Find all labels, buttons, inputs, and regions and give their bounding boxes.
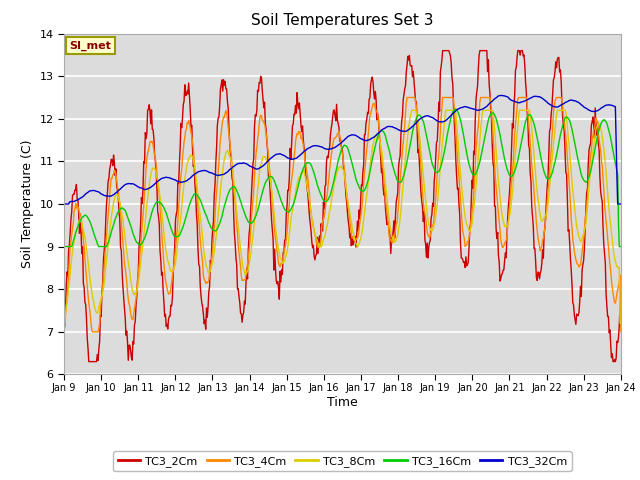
Line: TC3_2Cm: TC3_2Cm bbox=[64, 50, 621, 361]
TC3_8Cm bbox=[214, 222, 221, 228]
TC3_2Cm bbox=[128, 357, 136, 363]
TC3_16Cm bbox=[214, 226, 221, 232]
Line: TC3_8Cm: TC3_8Cm bbox=[64, 110, 621, 324]
TC3_2Cm bbox=[60, 328, 68, 334]
TC3_32Cm bbox=[214, 172, 221, 178]
TC3_2Cm bbox=[185, 80, 193, 86]
TC3_4Cm bbox=[214, 180, 221, 185]
TC3_4Cm bbox=[403, 95, 411, 100]
TC3_2Cm bbox=[70, 192, 78, 197]
Line: TC3_4Cm: TC3_4Cm bbox=[64, 97, 621, 332]
TC3_8Cm bbox=[127, 280, 135, 286]
TC3_2Cm bbox=[428, 215, 435, 221]
TC3_16Cm bbox=[451, 106, 459, 112]
TC3_2Cm bbox=[85, 359, 93, 364]
Legend: TC3_2Cm, TC3_4Cm, TC3_8Cm, TC3_16Cm, TC3_32Cm: TC3_2Cm, TC3_4Cm, TC3_8Cm, TC3_16Cm, TC3… bbox=[113, 451, 572, 471]
TC3_2Cm bbox=[411, 89, 419, 95]
TC3_4Cm bbox=[184, 120, 192, 126]
TC3_16Cm bbox=[60, 244, 68, 250]
TC3_16Cm bbox=[184, 207, 192, 213]
TC3_8Cm bbox=[617, 321, 625, 326]
TC3_8Cm bbox=[411, 108, 419, 113]
TC3_2Cm bbox=[617, 300, 625, 306]
TC3_16Cm bbox=[426, 152, 434, 158]
Y-axis label: Soil Temperature (C): Soil Temperature (C) bbox=[21, 140, 34, 268]
TC3_32Cm bbox=[498, 93, 506, 98]
TC3_4Cm bbox=[617, 329, 625, 335]
TC3_32Cm bbox=[60, 201, 68, 207]
TC3_2Cm bbox=[214, 115, 222, 121]
Title: Soil Temperatures Set 3: Soil Temperatures Set 3 bbox=[251, 13, 434, 28]
Line: TC3_16Cm: TC3_16Cm bbox=[64, 109, 621, 247]
TC3_32Cm bbox=[426, 114, 434, 120]
X-axis label: Time: Time bbox=[327, 396, 358, 408]
Text: SI_met: SI_met bbox=[70, 40, 111, 51]
TC3_8Cm bbox=[60, 321, 68, 326]
TC3_32Cm bbox=[410, 122, 418, 128]
Line: TC3_32Cm: TC3_32Cm bbox=[64, 96, 621, 204]
TC3_16Cm bbox=[70, 236, 78, 241]
TC3_16Cm bbox=[127, 225, 135, 231]
TC3_2Cm bbox=[439, 48, 447, 53]
TC3_32Cm bbox=[70, 199, 78, 204]
TC3_4Cm bbox=[70, 208, 78, 214]
TC3_32Cm bbox=[127, 181, 135, 187]
TC3_16Cm bbox=[617, 244, 625, 250]
TC3_8Cm bbox=[70, 238, 78, 244]
TC3_32Cm bbox=[184, 177, 192, 183]
TC3_16Cm bbox=[410, 122, 418, 128]
TC3_4Cm bbox=[411, 95, 419, 100]
TC3_4Cm bbox=[60, 329, 68, 335]
TC3_8Cm bbox=[408, 108, 415, 113]
TC3_4Cm bbox=[127, 315, 135, 321]
TC3_32Cm bbox=[617, 201, 625, 207]
TC3_8Cm bbox=[428, 226, 435, 232]
TC3_4Cm bbox=[428, 229, 435, 235]
TC3_8Cm bbox=[184, 159, 192, 165]
